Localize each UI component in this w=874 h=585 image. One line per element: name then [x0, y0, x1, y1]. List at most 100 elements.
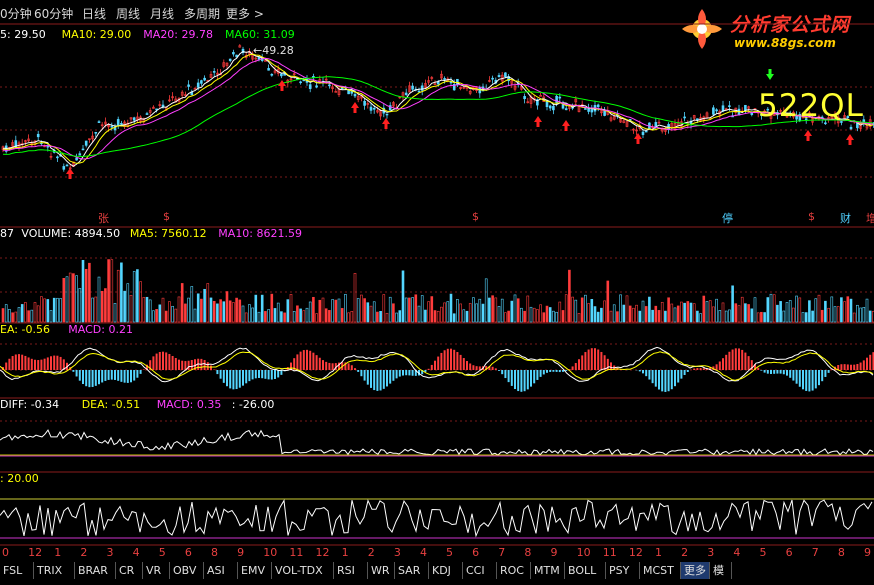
indicator-tab-boll[interactable]: BOLL [565, 562, 606, 579]
period-tab-1[interactable]: 60分钟 [34, 7, 74, 21]
macd-bar [763, 370, 766, 373]
volume-bar [692, 303, 696, 323]
macd-bar [446, 348, 449, 370]
volume-bar [433, 310, 437, 323]
macd-bar [146, 364, 148, 370]
indicator-tab-psy[interactable]: PSY [606, 562, 640, 579]
volume-bar [225, 291, 229, 323]
volume-bar [27, 310, 30, 323]
volume-bar [497, 306, 501, 323]
candle-body [804, 118, 808, 121]
macd-bar [299, 351, 302, 370]
macd-bar [786, 370, 788, 376]
indicator-tab-obv[interactable]: OBV [170, 562, 204, 579]
volume-bar [868, 310, 872, 323]
macd-bar [818, 370, 820, 386]
volume-bar [174, 308, 178, 323]
macd-bar [270, 370, 273, 380]
macd-bar [686, 370, 689, 372]
candle-body [267, 68, 270, 71]
macd-bar [664, 370, 667, 392]
indicator-tab-sar[interactable]: SAR [395, 562, 429, 579]
macd-bar [770, 370, 772, 374]
macd-bar [542, 370, 545, 375]
macd-bar [792, 370, 795, 381]
indicator-tab-vr[interactable]: VR [143, 562, 170, 579]
candle-body [660, 127, 664, 132]
macd-bar [142, 369, 145, 370]
macd-bar [603, 355, 606, 370]
macd-bar [382, 370, 385, 389]
macd-bar [62, 359, 65, 370]
period-tab-0[interactable]: 0分钟 [0, 7, 32, 21]
event-mark-3[interactable]: 停 [722, 212, 733, 225]
event-mark-0[interactable]: 张 [98, 212, 109, 225]
period-tab-2[interactable]: 日线 [82, 7, 107, 21]
period-tab-6[interactable]: 更多 > [226, 7, 264, 21]
event-mark-1[interactable]: $ [163, 210, 170, 223]
x-axis-label: 4 [132, 546, 140, 559]
osc-panel-label-0: : 20.00 [0, 472, 39, 485]
volume-bar [81, 260, 85, 323]
indicator-tab-trix[interactable]: TRIX [34, 562, 75, 579]
volume-bar [465, 310, 469, 323]
volume-bar [785, 302, 789, 323]
macd-bar [190, 360, 193, 370]
indicator-tab-emv[interactable]: EMV [238, 562, 272, 579]
volume-bar [705, 301, 709, 323]
volume-bar [152, 310, 155, 323]
period-tab-3[interactable]: 周线 [116, 7, 141, 21]
volume-bar [740, 296, 744, 323]
event-mark-4[interactable]: $ [808, 210, 815, 223]
period-tab-5[interactable]: 多周期 [184, 7, 221, 21]
volume-bar [401, 270, 405, 323]
macd-bar [386, 370, 388, 387]
volume-bar [315, 313, 318, 323]
macd-bar [514, 370, 516, 390]
candle-body [148, 110, 152, 113]
candle-body [548, 105, 552, 109]
indicator-tab-mtm[interactable]: MTM [531, 562, 565, 579]
macd-bar [334, 363, 337, 370]
indicator-tab-模[interactable]: 模 [710, 562, 732, 579]
indicator-tab-roc[interactable]: ROC [497, 562, 531, 579]
volume-bar [747, 304, 750, 323]
period-tab-4[interactable]: 月线 [150, 7, 175, 21]
indicator-tab-cci[interactable]: CCI [463, 562, 497, 579]
indicator-tab-mcst[interactable]: MCST [640, 562, 681, 579]
volume-bar [382, 294, 386, 323]
volume-bar [680, 301, 683, 323]
candle-body [427, 80, 430, 83]
indicator-tab-asi[interactable]: ASI [204, 562, 238, 579]
indicator-tab-更多[interactable]: 更多 [681, 562, 710, 579]
macd-bar [597, 349, 600, 370]
indicator-tab-brar[interactable]: BRAR [75, 562, 116, 579]
volume-bar [568, 269, 571, 323]
event-mark-5[interactable]: 财 [840, 212, 851, 225]
event-mark-2[interactable]: $ [472, 210, 479, 223]
indicator-tab-wr[interactable]: WR [368, 562, 395, 579]
indicator-tab-kdj[interactable]: KDJ [429, 562, 463, 579]
volume-bar [209, 297, 213, 323]
x-axis-label: 11 [289, 546, 304, 559]
macd-bar [357, 370, 360, 372]
indicator-tab-rsi[interactable]: RSI [334, 562, 368, 579]
volume-bar [872, 310, 874, 323]
macd-bar [456, 352, 459, 370]
macd-bar [78, 370, 81, 381]
macd-bar [117, 370, 120, 381]
candle-body [510, 80, 514, 84]
candle-body [523, 96, 526, 100]
volume-bar [456, 299, 459, 323]
ma60-line [2, 76, 874, 158]
macd-bar [277, 370, 280, 378]
macd-bar [725, 354, 728, 370]
macd-bar [715, 364, 718, 370]
volume-bar [232, 302, 235, 323]
candle-body [132, 117, 136, 121]
indicator-tab-cr[interactable]: CR [116, 562, 143, 579]
indicator-tab-vol-tdx[interactable]: VOL-TDX [272, 562, 334, 579]
indicator-tab-fsl[interactable]: FSL [0, 562, 34, 579]
event-mark-6[interactable]: 增 [866, 212, 874, 225]
